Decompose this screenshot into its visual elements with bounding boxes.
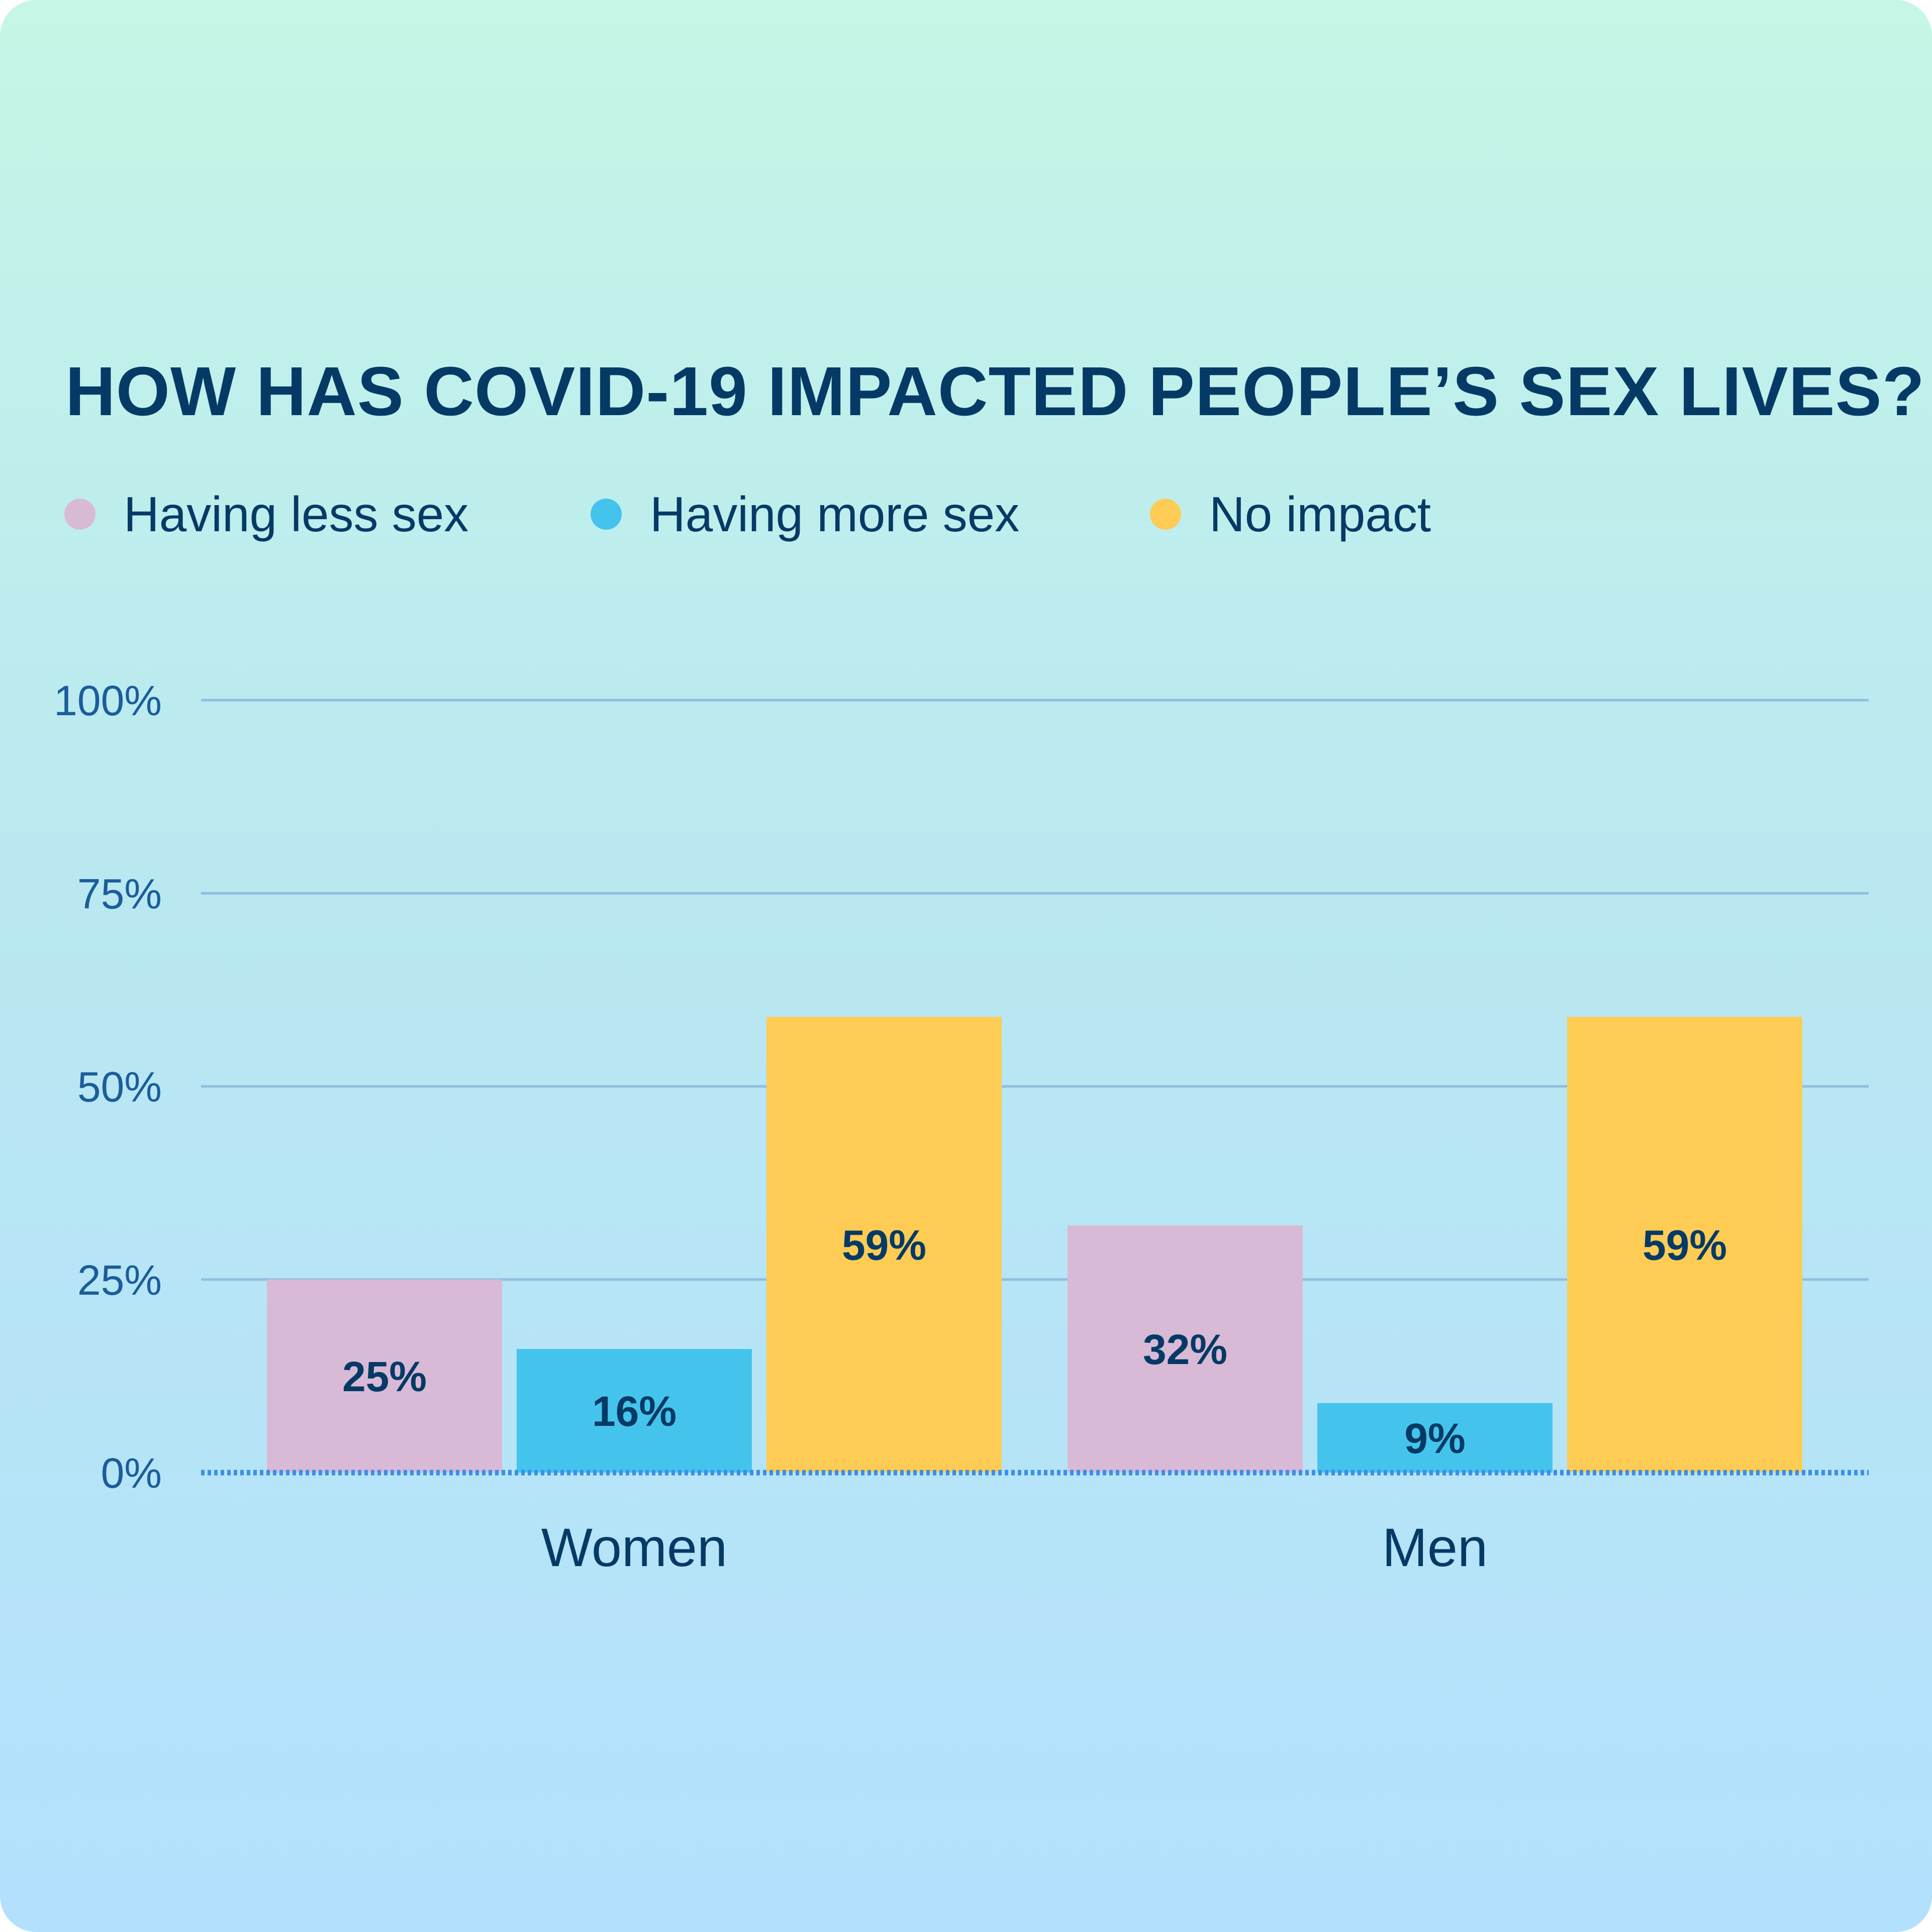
y-tick-label-100: 100% (54, 677, 162, 724)
legend-swatch-having-more-sex (591, 499, 622, 530)
bar-label-women-having-less-sex: 25% (342, 1353, 427, 1400)
bar-label-men-having-more-sex: 9% (1404, 1415, 1465, 1462)
legend-swatch-having-less-sex (64, 499, 95, 530)
legend-item-having-less-sex: Having less sex (64, 487, 468, 542)
legend-label-no-impact: No impact (1209, 486, 1431, 542)
y-tick-label-0: 0% (101, 1450, 162, 1497)
legend-item-no-impact: No impact (1150, 487, 1431, 542)
y-tick-label-50: 50% (77, 1064, 162, 1111)
category-label-men: Men (1382, 1517, 1488, 1578)
bar-men-having-more-sex (1317, 1403, 1553, 1473)
bar-men-no-impact (1567, 1017, 1802, 1473)
chart-title: HOW HAS COVID-19 IMPACTED PEOPLE’S SEX L… (65, 353, 1925, 430)
category-label-women: Women (541, 1517, 727, 1578)
bar-women-having-less-sex (267, 1279, 502, 1473)
bar-men-having-less-sex (1068, 1225, 1303, 1473)
bar-label-women-having-more-sex: 16% (592, 1388, 677, 1435)
legend-item-having-more-sex: Having more sex (591, 487, 1019, 542)
labels: 0% 25% 50% 75% 100% 25% 16% 59% Women 32% 9% 59% Men (54, 677, 1727, 1578)
legend-label-having-more-sex: Having more sex (650, 486, 1020, 542)
y-tick-label-75: 75% (77, 870, 162, 917)
y-tick-label-25: 25% (77, 1257, 162, 1304)
bar-label-men-no-impact: 59% (1643, 1222, 1727, 1269)
bar-women-having-more-sex (517, 1349, 752, 1473)
bar-women-no-impact (766, 1017, 1002, 1473)
bar-label-men-having-less-sex: 32% (1143, 1326, 1227, 1373)
legend-swatch-no-impact (1150, 499, 1181, 530)
legend-label-having-less-sex: Having less sex (124, 486, 469, 542)
bar-label-women-no-impact: 59% (842, 1222, 926, 1269)
bars (267, 1017, 1802, 1473)
